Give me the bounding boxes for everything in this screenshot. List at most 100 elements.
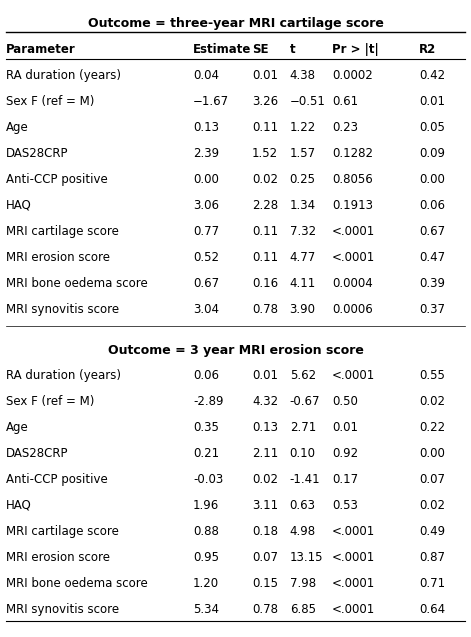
Text: 3.90: 3.90 bbox=[290, 303, 316, 316]
Text: 0.88: 0.88 bbox=[193, 525, 219, 538]
Text: 2.39: 2.39 bbox=[193, 147, 219, 160]
Text: 6.85: 6.85 bbox=[290, 603, 316, 616]
Text: Age: Age bbox=[6, 421, 29, 434]
Text: 4.32: 4.32 bbox=[252, 395, 278, 408]
Text: 0.02: 0.02 bbox=[252, 473, 278, 486]
Text: 0.67: 0.67 bbox=[193, 277, 219, 290]
Text: Estimate: Estimate bbox=[193, 43, 252, 56]
Text: 4.11: 4.11 bbox=[290, 277, 316, 290]
Text: 1.22: 1.22 bbox=[290, 121, 316, 134]
Text: 0.00: 0.00 bbox=[193, 173, 219, 186]
Text: 0.06: 0.06 bbox=[419, 199, 445, 211]
Text: 0.15: 0.15 bbox=[252, 576, 278, 590]
Text: RA duration (years): RA duration (years) bbox=[6, 369, 121, 382]
Text: 0.52: 0.52 bbox=[193, 251, 219, 264]
Text: 0.25: 0.25 bbox=[290, 173, 316, 186]
Text: 3.11: 3.11 bbox=[252, 499, 278, 512]
Text: 0.78: 0.78 bbox=[252, 603, 278, 616]
Text: 0.42: 0.42 bbox=[419, 69, 445, 82]
Text: MRI synovitis score: MRI synovitis score bbox=[6, 603, 119, 616]
Text: 4.38: 4.38 bbox=[290, 69, 316, 82]
Text: MRI erosion score: MRI erosion score bbox=[6, 551, 110, 564]
Text: <.0001: <.0001 bbox=[332, 576, 375, 590]
Text: <.0001: <.0001 bbox=[332, 251, 375, 264]
Text: 0.06: 0.06 bbox=[193, 369, 219, 382]
Text: 0.02: 0.02 bbox=[419, 499, 445, 512]
Text: 0.78: 0.78 bbox=[252, 303, 278, 316]
Text: 0.00: 0.00 bbox=[419, 173, 445, 186]
Text: -1.41: -1.41 bbox=[290, 473, 320, 486]
Text: 0.01: 0.01 bbox=[332, 421, 358, 434]
Text: Age: Age bbox=[6, 121, 29, 134]
Text: −0.51: −0.51 bbox=[290, 95, 325, 108]
Text: 4.98: 4.98 bbox=[290, 525, 316, 538]
Text: 0.01: 0.01 bbox=[419, 95, 445, 108]
Text: 0.50: 0.50 bbox=[332, 395, 358, 408]
Text: 0.04: 0.04 bbox=[193, 69, 219, 82]
Text: 0.18: 0.18 bbox=[252, 525, 278, 538]
Text: SE: SE bbox=[252, 43, 268, 56]
Text: −1.67: −1.67 bbox=[193, 95, 229, 108]
Text: MRI bone oedema score: MRI bone oedema score bbox=[6, 576, 148, 590]
Text: 4.77: 4.77 bbox=[290, 251, 316, 264]
Text: -0.03: -0.03 bbox=[193, 473, 223, 486]
Text: 0.13: 0.13 bbox=[193, 121, 219, 134]
Text: 0.16: 0.16 bbox=[252, 277, 278, 290]
Text: Sex F (ref = M): Sex F (ref = M) bbox=[6, 95, 95, 108]
Text: Anti-CCP positive: Anti-CCP positive bbox=[6, 173, 108, 186]
Text: 0.55: 0.55 bbox=[419, 369, 445, 382]
Text: 0.21: 0.21 bbox=[193, 447, 219, 460]
Text: <.0001: <.0001 bbox=[332, 603, 375, 616]
Text: 0.11: 0.11 bbox=[252, 251, 278, 264]
Text: RA duration (years): RA duration (years) bbox=[6, 69, 121, 82]
Text: 2.71: 2.71 bbox=[290, 421, 316, 434]
Text: 0.92: 0.92 bbox=[332, 447, 358, 460]
Text: 0.77: 0.77 bbox=[193, 225, 219, 238]
Text: 0.01: 0.01 bbox=[252, 69, 278, 82]
Text: 0.22: 0.22 bbox=[419, 421, 445, 434]
Text: 0.49: 0.49 bbox=[419, 525, 445, 538]
Text: 0.02: 0.02 bbox=[252, 173, 278, 186]
Text: 3.26: 3.26 bbox=[252, 95, 278, 108]
Text: 13.15: 13.15 bbox=[290, 551, 323, 564]
Text: 0.13: 0.13 bbox=[252, 421, 278, 434]
Text: 0.0004: 0.0004 bbox=[332, 277, 373, 290]
Text: 0.63: 0.63 bbox=[290, 499, 316, 512]
Text: 0.67: 0.67 bbox=[419, 225, 445, 238]
Text: MRI erosion score: MRI erosion score bbox=[6, 251, 110, 264]
Text: 0.00: 0.00 bbox=[419, 447, 445, 460]
Text: 0.37: 0.37 bbox=[419, 303, 445, 316]
Text: 1.96: 1.96 bbox=[193, 499, 219, 512]
Text: <.0001: <.0001 bbox=[332, 525, 375, 538]
Text: Pr > |t|: Pr > |t| bbox=[332, 43, 379, 56]
Text: Sex F (ref = M): Sex F (ref = M) bbox=[6, 395, 95, 408]
Text: HAQ: HAQ bbox=[6, 199, 32, 211]
Text: 0.87: 0.87 bbox=[419, 551, 445, 564]
Text: -0.67: -0.67 bbox=[290, 395, 320, 408]
Text: 0.07: 0.07 bbox=[419, 473, 445, 486]
Text: 0.1913: 0.1913 bbox=[332, 199, 373, 211]
Text: 1.20: 1.20 bbox=[193, 576, 219, 590]
Text: MRI bone oedema score: MRI bone oedema score bbox=[6, 277, 148, 290]
Text: 5.34: 5.34 bbox=[193, 603, 219, 616]
Text: 0.0006: 0.0006 bbox=[332, 303, 373, 316]
Text: -2.89: -2.89 bbox=[193, 395, 224, 408]
Text: 0.39: 0.39 bbox=[419, 277, 445, 290]
Text: 0.1282: 0.1282 bbox=[332, 147, 373, 160]
Text: DAS28CRP: DAS28CRP bbox=[6, 147, 69, 160]
Text: DAS28CRP: DAS28CRP bbox=[6, 447, 69, 460]
Text: 0.71: 0.71 bbox=[419, 576, 445, 590]
Text: 0.17: 0.17 bbox=[332, 473, 358, 486]
Text: 3.06: 3.06 bbox=[193, 199, 219, 211]
Text: 0.23: 0.23 bbox=[332, 121, 358, 134]
Text: 7.32: 7.32 bbox=[290, 225, 316, 238]
Text: 2.28: 2.28 bbox=[252, 199, 278, 211]
Text: 7.98: 7.98 bbox=[290, 576, 316, 590]
Text: 0.53: 0.53 bbox=[332, 499, 358, 512]
Text: 0.07: 0.07 bbox=[252, 551, 278, 564]
Text: 3.04: 3.04 bbox=[193, 303, 219, 316]
Text: 0.10: 0.10 bbox=[290, 447, 316, 460]
Text: Outcome = three-year MRI cartilage score: Outcome = three-year MRI cartilage score bbox=[88, 17, 383, 30]
Text: 0.11: 0.11 bbox=[252, 225, 278, 238]
Text: 0.64: 0.64 bbox=[419, 603, 445, 616]
